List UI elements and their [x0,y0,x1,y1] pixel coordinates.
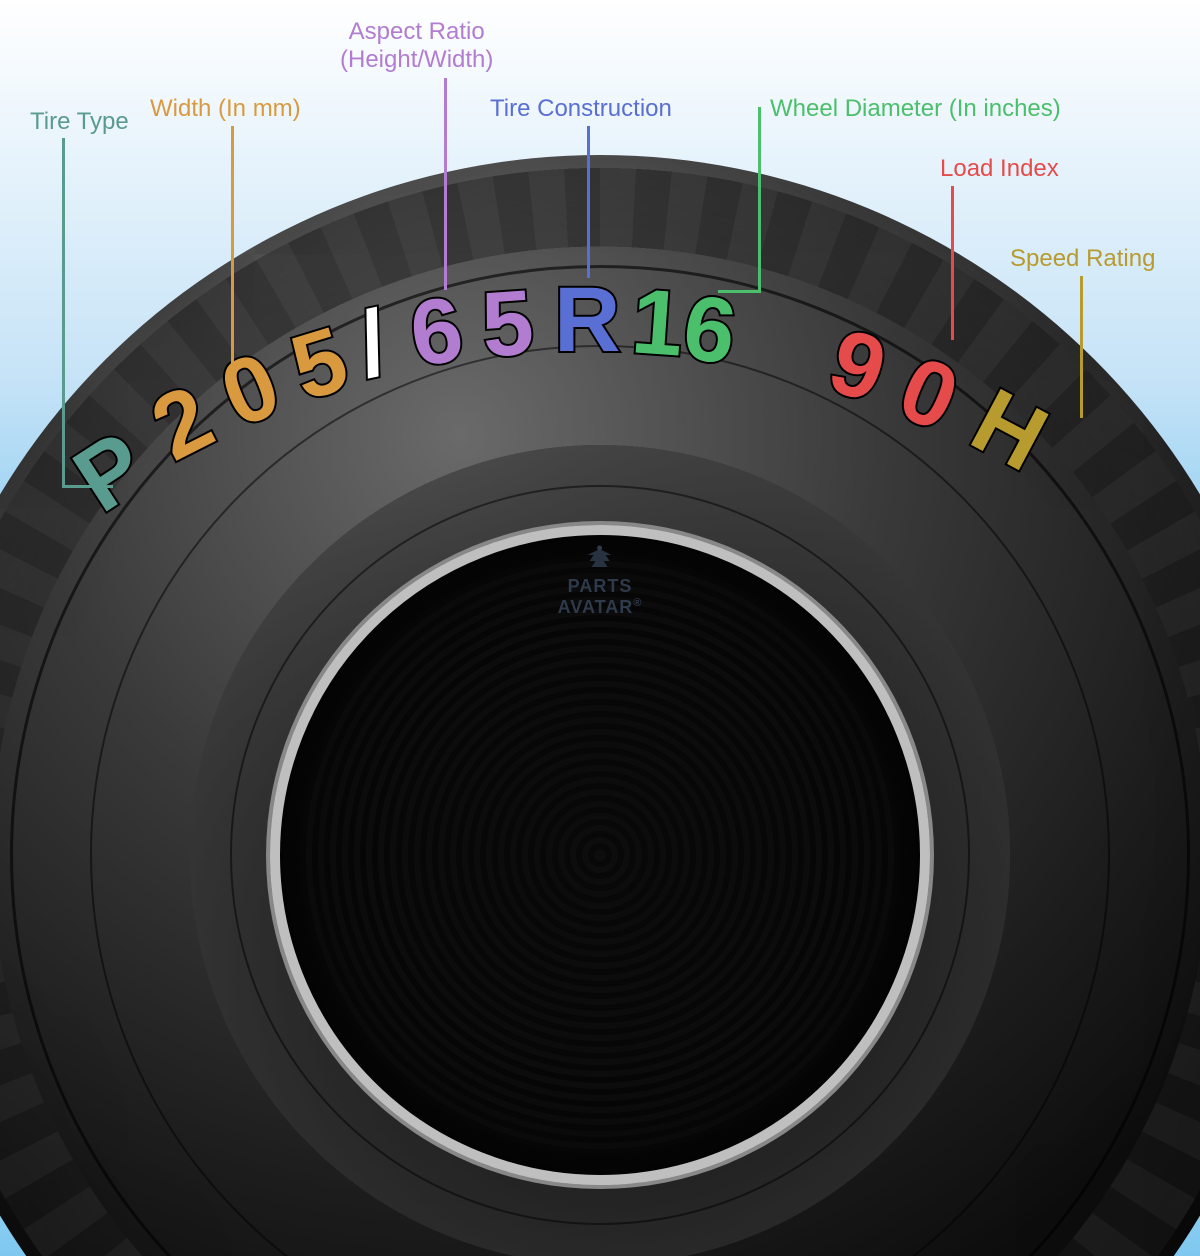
brand-logo: PARTS AVATAR® [558,545,643,618]
callout-label-speed-rating: Speed Rating [1010,245,1155,273]
callout-foot-tire-type [62,485,113,488]
callout-line-construction [587,126,590,278]
callout-label-load-index: Load Index [940,155,1059,183]
callout-label-aspect-ratio: Aspect Ratio(Height/Width) [340,18,493,74]
tire-graphic [0,155,1200,1256]
tire-hub [270,525,930,1185]
callout-label-wheel-diameter: Wheel Diameter (In inches) [770,95,1061,123]
callout-line-width [231,126,234,365]
logo-icon [578,545,622,575]
callout-label-width: Width (In mm) [150,95,301,123]
callout-line-tire-type [62,138,65,485]
callout-label-construction: Tire Construction [490,95,672,123]
logo-text-line1: PARTS [568,576,633,596]
callout-label-tire-type: Tire Type [30,108,129,136]
callout-foot-wheel-diameter [718,290,761,293]
callout-line-aspect-ratio [444,78,447,290]
callout-line-speed-rating [1080,276,1083,418]
callout-line-wheel-diameter [758,107,761,290]
registered-mark: ® [633,597,642,609]
callout-line-load-index [951,186,954,340]
logo-text-line2: AVATAR [558,597,634,617]
